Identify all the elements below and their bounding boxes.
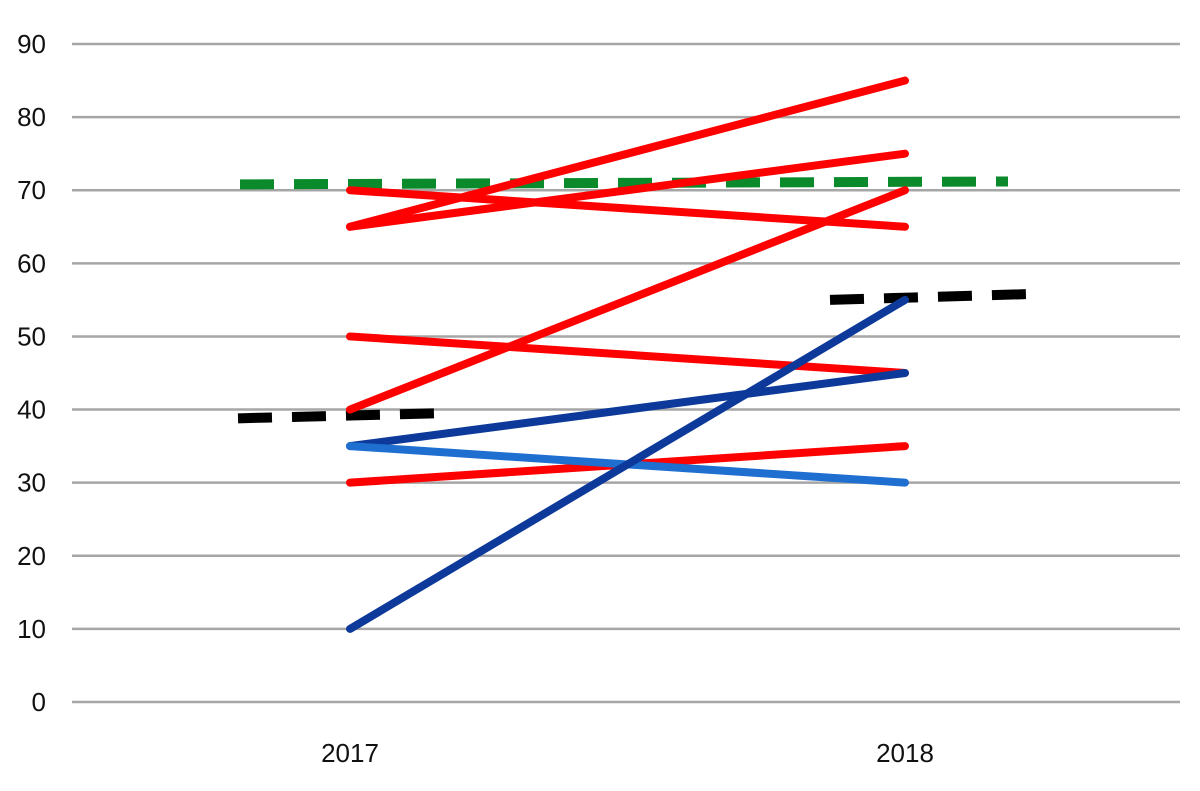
reference-line bbox=[239, 176, 1009, 190]
y-tick-label: 70 bbox=[17, 175, 46, 205]
y-tick-label: 0 bbox=[32, 687, 46, 717]
reference-lines bbox=[237, 176, 1031, 424]
series-line bbox=[346, 76, 909, 231]
series-line bbox=[346, 369, 909, 451]
y-tick-label: 60 bbox=[17, 248, 46, 278]
y-tick-label: 40 bbox=[17, 395, 46, 425]
x-tick-label: 2017 bbox=[321, 738, 379, 768]
reference-line bbox=[237, 408, 441, 424]
y-tick-label: 10 bbox=[17, 614, 46, 644]
series-line bbox=[346, 295, 909, 633]
y-tick-label: 20 bbox=[17, 541, 46, 571]
y-tick-label: 80 bbox=[17, 102, 46, 132]
gridlines bbox=[72, 42, 1180, 704]
series-lines bbox=[346, 76, 909, 633]
series-line bbox=[346, 186, 909, 231]
series-line bbox=[346, 149, 909, 231]
reference-line bbox=[829, 289, 1031, 305]
x-axis-tick-labels: 2017 2018 bbox=[321, 738, 934, 768]
series-line bbox=[346, 332, 909, 377]
y-tick-label: 90 bbox=[17, 29, 46, 59]
y-tick-label: 50 bbox=[17, 321, 46, 351]
y-tick-label: 30 bbox=[17, 468, 46, 498]
x-tick-label: 2018 bbox=[876, 738, 934, 768]
series-line bbox=[346, 186, 909, 414]
y-axis-tick-labels: 0 10 20 30 40 50 60 70 80 90 bbox=[17, 29, 46, 717]
